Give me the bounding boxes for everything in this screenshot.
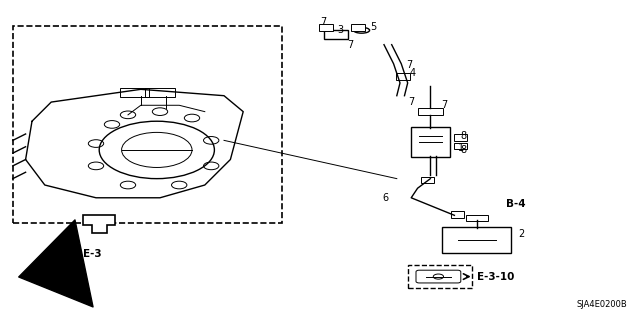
- Text: 4: 4: [410, 68, 416, 78]
- Text: 3: 3: [337, 25, 344, 35]
- FancyBboxPatch shape: [416, 270, 461, 283]
- Text: B-4: B-4: [506, 199, 525, 209]
- FancyBboxPatch shape: [442, 227, 511, 253]
- FancyBboxPatch shape: [454, 135, 467, 141]
- FancyBboxPatch shape: [454, 143, 467, 149]
- Text: 6: 6: [383, 193, 389, 203]
- Text: 8: 8: [461, 145, 467, 155]
- FancyBboxPatch shape: [417, 108, 443, 115]
- Text: 2: 2: [518, 229, 525, 240]
- Text: 7: 7: [442, 100, 448, 110]
- FancyBboxPatch shape: [319, 24, 333, 31]
- FancyBboxPatch shape: [351, 24, 365, 31]
- Text: SJA4E0200B: SJA4E0200B: [577, 300, 627, 309]
- Text: 7: 7: [408, 97, 415, 107]
- FancyBboxPatch shape: [421, 177, 434, 183]
- FancyBboxPatch shape: [324, 30, 348, 39]
- Text: 5: 5: [370, 22, 376, 32]
- FancyBboxPatch shape: [408, 265, 472, 288]
- FancyBboxPatch shape: [411, 127, 450, 157]
- FancyBboxPatch shape: [451, 211, 464, 218]
- Text: E-3-10: E-3-10: [477, 271, 514, 282]
- FancyBboxPatch shape: [396, 73, 410, 80]
- FancyBboxPatch shape: [466, 215, 488, 221]
- Polygon shape: [83, 215, 115, 233]
- Text: 1: 1: [458, 143, 464, 153]
- Text: 7: 7: [320, 17, 326, 27]
- Text: E-3: E-3: [83, 249, 102, 259]
- Ellipse shape: [353, 27, 370, 33]
- Text: 8: 8: [461, 130, 467, 141]
- Text: 7: 7: [406, 60, 413, 70]
- Text: 7: 7: [347, 40, 353, 50]
- Text: FR.: FR.: [58, 264, 79, 279]
